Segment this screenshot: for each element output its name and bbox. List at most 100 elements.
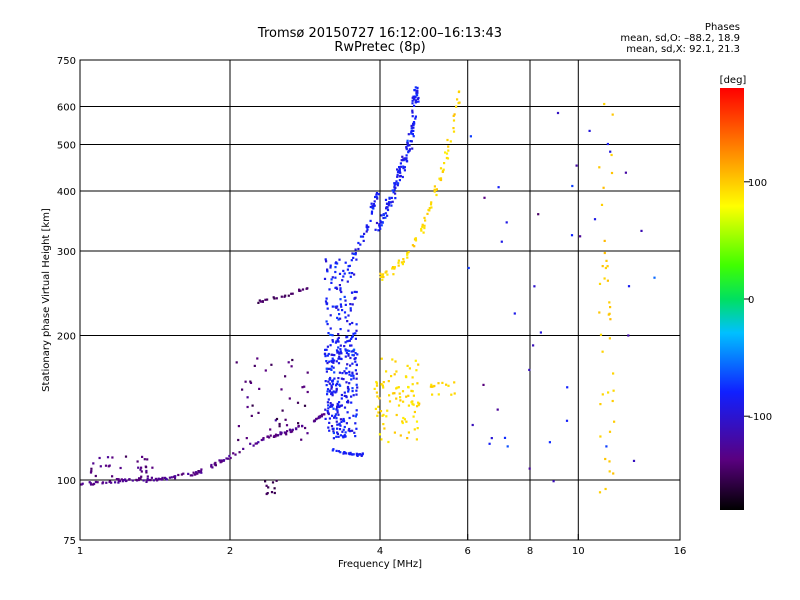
data-point bbox=[160, 478, 163, 481]
data-point bbox=[627, 334, 630, 337]
data-point bbox=[326, 362, 329, 365]
data-point bbox=[301, 424, 304, 427]
data-point bbox=[331, 403, 334, 406]
data-point bbox=[274, 433, 278, 436]
data-point bbox=[339, 404, 342, 407]
data-point bbox=[299, 289, 302, 292]
data-point bbox=[337, 377, 340, 380]
data-point bbox=[388, 400, 392, 403]
data-point bbox=[417, 404, 420, 407]
data-point bbox=[343, 295, 346, 298]
data-point bbox=[497, 186, 500, 189]
data-point bbox=[284, 294, 287, 297]
data-point bbox=[350, 344, 353, 347]
data-point bbox=[350, 337, 353, 340]
data-point bbox=[137, 466, 140, 469]
data-point bbox=[400, 261, 403, 264]
data-point bbox=[396, 171, 400, 174]
data-point bbox=[330, 384, 333, 387]
data-point bbox=[599, 333, 603, 336]
data-point bbox=[90, 467, 93, 470]
data-point bbox=[397, 404, 401, 407]
data-point bbox=[361, 235, 365, 238]
phase-stats-x-mode: mean, sd,X: 92.1, 21.3 bbox=[626, 44, 740, 55]
data-point bbox=[140, 475, 143, 478]
data-point bbox=[388, 197, 391, 200]
data-point bbox=[352, 394, 355, 397]
data-point bbox=[337, 308, 340, 311]
data-point bbox=[552, 480, 555, 483]
data-point bbox=[379, 221, 382, 224]
data-point bbox=[354, 352, 357, 355]
data-point bbox=[346, 387, 350, 390]
data-point bbox=[352, 256, 355, 259]
data-point bbox=[340, 305, 343, 308]
data-point bbox=[408, 149, 411, 152]
data-point bbox=[354, 253, 357, 256]
data-point bbox=[372, 203, 375, 206]
data-point bbox=[385, 415, 388, 418]
data-point bbox=[355, 413, 358, 416]
data-point bbox=[266, 435, 269, 438]
data-point bbox=[379, 275, 382, 279]
data-point bbox=[357, 453, 360, 456]
data-point bbox=[407, 133, 410, 136]
data-point bbox=[348, 271, 351, 275]
data-point bbox=[393, 392, 396, 395]
data-point bbox=[342, 436, 345, 439]
data-point bbox=[570, 234, 574, 237]
data-point bbox=[335, 382, 338, 385]
data-point bbox=[453, 392, 456, 395]
data-point bbox=[355, 393, 358, 396]
data-point bbox=[397, 169, 400, 172]
data-point bbox=[346, 268, 349, 271]
data-point bbox=[606, 265, 609, 268]
data-point bbox=[146, 479, 149, 482]
data-point bbox=[416, 405, 419, 408]
data-point bbox=[336, 432, 339, 435]
data-point bbox=[394, 197, 397, 200]
data-point bbox=[388, 201, 391, 204]
data-point bbox=[406, 144, 409, 147]
data-point bbox=[110, 481, 113, 484]
data-point bbox=[347, 265, 350, 268]
data-point bbox=[401, 421, 404, 425]
data-point bbox=[145, 480, 148, 483]
data-point bbox=[150, 476, 153, 479]
data-point bbox=[414, 95, 417, 98]
data-point bbox=[249, 442, 252, 445]
data-point bbox=[259, 300, 263, 303]
data-point bbox=[254, 442, 257, 445]
data-point bbox=[331, 339, 334, 342]
data-point bbox=[339, 328, 342, 331]
data-point bbox=[351, 453, 354, 456]
data-point bbox=[330, 365, 333, 368]
data-point bbox=[396, 184, 399, 187]
data-point bbox=[410, 124, 413, 127]
data-point bbox=[320, 413, 324, 416]
data-point bbox=[601, 393, 604, 396]
data-point bbox=[398, 171, 401, 174]
data-point bbox=[335, 306, 338, 309]
data-point bbox=[333, 359, 336, 362]
data-point bbox=[351, 371, 354, 374]
data-point bbox=[306, 371, 309, 374]
data-point bbox=[117, 479, 121, 482]
data-point bbox=[266, 298, 269, 301]
data-point bbox=[336, 411, 339, 414]
data-point bbox=[342, 269, 345, 272]
data-point bbox=[285, 433, 288, 436]
data-point bbox=[318, 415, 321, 419]
data-point bbox=[164, 477, 168, 480]
data-point bbox=[416, 94, 419, 97]
data-point bbox=[325, 384, 328, 387]
data-point bbox=[442, 168, 445, 171]
data-point bbox=[336, 427, 339, 430]
data-point bbox=[393, 267, 396, 270]
data-point bbox=[414, 86, 417, 89]
data-point bbox=[335, 420, 338, 423]
data-point bbox=[374, 228, 377, 231]
data-point bbox=[372, 207, 375, 210]
data-point bbox=[406, 364, 409, 367]
data-point bbox=[433, 185, 436, 188]
